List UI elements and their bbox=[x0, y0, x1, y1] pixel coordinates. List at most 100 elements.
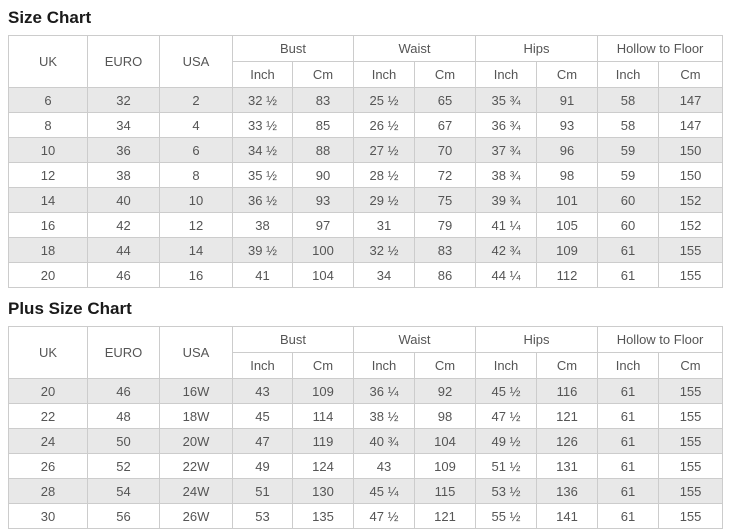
header-unit-inch-waist: Inch bbox=[353, 61, 416, 88]
header-unit-inch-hollow-to-floor: Inch bbox=[597, 61, 660, 88]
table-cell: 98 bbox=[414, 403, 477, 429]
table-row: 14 40 10 36 ½ 93 29 ½ 75 39 ¾ 101 60 152 bbox=[8, 187, 724, 213]
table-cell: 104 bbox=[414, 428, 477, 454]
table-cell: 10 bbox=[8, 137, 88, 163]
table-cell: 155 bbox=[658, 453, 724, 479]
table-cell: 67 bbox=[414, 112, 477, 138]
table-cell: 41 bbox=[232, 262, 293, 288]
header-unit-inch-hollow-to-floor: Inch bbox=[597, 352, 660, 379]
table-cell: 96 bbox=[536, 137, 599, 163]
table-cell: 2 bbox=[159, 87, 233, 113]
table-cell: 79 bbox=[414, 212, 477, 238]
table-row: 16 42 12 38 97 31 79 41 ¼ 105 60 152 bbox=[8, 212, 724, 238]
header-unit-cm-waist: Cm bbox=[414, 352, 477, 379]
header-cell-uk: UK bbox=[8, 326, 88, 379]
table-cell: 60 bbox=[597, 212, 660, 238]
table-cell: 16 bbox=[159, 262, 233, 288]
table-cell: 28 ½ bbox=[353, 162, 416, 188]
table-cell: 61 bbox=[597, 378, 660, 404]
header-group-waist: Waist bbox=[353, 35, 477, 62]
table-row: 30 56 26W 53 135 47 ½ 121 55 ½ 141 61 155 bbox=[8, 503, 724, 529]
table-cell: 36 ¼ bbox=[353, 378, 416, 404]
table-cell: 58 bbox=[597, 87, 660, 113]
table-row: 24 50 20W 47 119 40 ¾ 104 49 ½ 126 61 155 bbox=[8, 428, 724, 454]
table-cell: 61 bbox=[597, 478, 660, 504]
table-cell: 124 bbox=[291, 453, 355, 479]
table-cell: 38 bbox=[232, 212, 293, 238]
table-cell: 61 bbox=[597, 237, 660, 263]
table-cell: 32 bbox=[87, 87, 160, 113]
table-cell: 121 bbox=[536, 403, 599, 429]
table-cell: 72 bbox=[414, 162, 477, 188]
size-chart-header: UK EURO USA Bust Waist Hips Hollow to Floor Inc… bbox=[8, 35, 724, 88]
table-cell: 91 bbox=[536, 87, 599, 113]
table-cell: 38 ½ bbox=[353, 403, 416, 429]
table-cell: 136 bbox=[536, 478, 599, 504]
table-cell: 109 bbox=[414, 453, 477, 479]
table-cell: 24W bbox=[159, 478, 233, 504]
header-cell-euro: EURO bbox=[87, 35, 160, 88]
header-unit-cm-bust: Cm bbox=[291, 61, 355, 88]
header-group-hips: Hips bbox=[475, 35, 599, 62]
header-group-hollow-to-floor: Hollow to Floor bbox=[597, 35, 724, 62]
table-cell: 45 ¼ bbox=[353, 478, 416, 504]
table-cell: 49 ½ bbox=[475, 428, 538, 454]
plus-size-chart-title: Plus Size Chart bbox=[8, 299, 132, 318]
table-cell: 116 bbox=[536, 378, 599, 404]
table-cell: 32 ½ bbox=[232, 87, 293, 113]
plus-size-chart-body: 20 46 16W 43 109 36 ¼ 92 45 ½ 116 61 155 22 48 18W 45 1… bbox=[8, 378, 724, 529]
table-cell: 4 bbox=[159, 112, 233, 138]
table-cell: 126 bbox=[536, 428, 599, 454]
header-group-bust: Bust bbox=[231, 35, 355, 62]
table-cell: 131 bbox=[536, 453, 599, 479]
table-cell: 61 bbox=[597, 453, 660, 479]
table-cell: 55 ½ bbox=[475, 503, 538, 529]
table-cell: 58 bbox=[597, 112, 660, 138]
table-cell: 20 bbox=[8, 262, 88, 288]
table-cell: 28 bbox=[8, 478, 88, 504]
table-cell: 150 bbox=[658, 137, 724, 163]
table-cell: 147 bbox=[658, 87, 724, 113]
table-row: 28 54 24W 51 130 45 ¼ 115 53 ½ 136 61 155 bbox=[8, 478, 724, 504]
table-cell: 32 ½ bbox=[353, 237, 416, 263]
table-cell: 10 bbox=[159, 187, 233, 213]
plus-size-chart-section: Plus Size Chart UK EURO USA Bust Waist Hips Ho… bbox=[8, 299, 724, 529]
table-cell: 93 bbox=[291, 187, 355, 213]
table-cell: 88 bbox=[291, 137, 355, 163]
table-cell: 112 bbox=[536, 262, 599, 288]
table-cell: 40 ¾ bbox=[353, 428, 416, 454]
table-row: 22 48 18W 45 114 38 ½ 98 47 ½ 121 61 155 bbox=[8, 403, 724, 429]
header-unit-cm-hips: Cm bbox=[536, 352, 599, 379]
table-cell: 39 ¾ bbox=[475, 187, 538, 213]
table-cell: 101 bbox=[536, 187, 599, 213]
table-cell: 85 bbox=[291, 112, 355, 138]
table-cell: 119 bbox=[291, 428, 355, 454]
table-cell: 47 ½ bbox=[475, 403, 538, 429]
table-cell: 61 bbox=[597, 403, 660, 429]
table-cell: 34 bbox=[87, 112, 160, 138]
table-cell: 43 bbox=[232, 378, 293, 404]
table-cell: 54 bbox=[87, 478, 160, 504]
table-cell: 56 bbox=[87, 503, 160, 529]
header-unit-inch-hips: Inch bbox=[475, 352, 538, 379]
table-cell: 60 bbox=[597, 187, 660, 213]
table-cell: 12 bbox=[159, 212, 233, 238]
table-cell: 155 bbox=[658, 428, 724, 454]
table-row: 12 38 8 35 ½ 90 28 ½ 72 38 ¾ 98 59 150 bbox=[8, 162, 724, 188]
table-cell: 90 bbox=[291, 162, 355, 188]
table-cell: 18W bbox=[159, 403, 233, 429]
table-cell: 51 bbox=[232, 478, 293, 504]
header-group-bust: Bust bbox=[231, 326, 355, 353]
table-cell: 130 bbox=[291, 478, 355, 504]
table-cell: 24 bbox=[8, 428, 88, 454]
header-group-hollow-to-floor: Hollow to Floor bbox=[597, 326, 724, 353]
table-cell: 86 bbox=[414, 262, 477, 288]
table-cell: 8 bbox=[159, 162, 233, 188]
table-cell: 48 bbox=[87, 403, 160, 429]
table-row: 20 46 16W 43 109 36 ¼ 92 45 ½ 116 61 155 bbox=[8, 378, 724, 404]
header-cell-euro: EURO bbox=[87, 326, 160, 379]
table-cell: 14 bbox=[8, 187, 88, 213]
table-cell: 22 bbox=[8, 403, 88, 429]
table-cell: 59 bbox=[597, 162, 660, 188]
table-cell: 155 bbox=[658, 503, 724, 529]
